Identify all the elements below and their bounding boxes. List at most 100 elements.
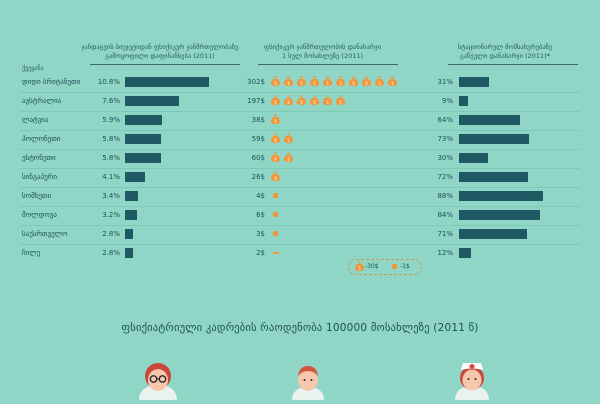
- budget-share-value: 10.8%: [97, 78, 120, 86]
- per-capita-value: 6$: [256, 211, 265, 219]
- legend: [348, 259, 422, 275]
- country-label: ავსტრალია: [22, 97, 62, 105]
- inpatient-value: 30%: [437, 154, 453, 162]
- country-label: ჩილე: [22, 249, 41, 257]
- per-capita-small-unit-icon: [273, 231, 278, 236]
- row-divider: [20, 168, 580, 169]
- inpatient-value: 71%: [437, 230, 453, 238]
- nurse-avatar: [452, 358, 492, 404]
- inpatient-bar: [459, 134, 529, 144]
- per-capita-small-unit-icon: [273, 193, 278, 198]
- inpatient-value: 9%: [441, 97, 453, 105]
- legend-money-bag-icon: $: [355, 261, 364, 271]
- per-capita-value: 60$: [251, 154, 265, 162]
- money-bag-icon: $: [362, 76, 371, 86]
- svg-text:$: $: [313, 100, 316, 105]
- svg-text:$: $: [287, 138, 290, 143]
- header-inpatient-asterisk: *: [546, 52, 551, 60]
- header-underline-3: [448, 64, 578, 65]
- svg-text:$: $: [339, 100, 342, 105]
- svg-text:$: $: [274, 81, 277, 86]
- money-bag-icon: $: [310, 95, 319, 105]
- inpatient-bar: [459, 77, 489, 87]
- money-bag-icon: $: [284, 76, 293, 86]
- country-label: სომხეთი: [22, 192, 52, 200]
- bottom-section-title: ფსიქიატრიული კადრების რაოდენობა 100000 მ…: [121, 322, 479, 334]
- budget-share-bar: [125, 153, 161, 163]
- money-bag-icon: $: [375, 76, 384, 86]
- svg-text:$: $: [274, 176, 277, 181]
- inpatient-value: 84%: [437, 211, 453, 219]
- per-capita-value: 4$: [256, 192, 265, 200]
- legend-bag-label: -30$: [365, 263, 379, 270]
- inpatient-bar: [459, 191, 543, 201]
- budget-share-value: 7.6%: [102, 97, 120, 105]
- money-bag-icon: $: [271, 133, 280, 143]
- budget-share-bar: [125, 248, 133, 258]
- header-underline-2: [258, 64, 398, 65]
- budget-share-bar: [125, 77, 209, 87]
- money-bag-icon: $: [271, 171, 280, 181]
- legend-small-unit-icon: [392, 264, 397, 269]
- svg-text:$: $: [339, 81, 342, 86]
- svg-text:$: $: [352, 81, 355, 86]
- svg-text:$: $: [274, 119, 277, 124]
- budget-share-bar: [125, 115, 162, 125]
- header-budget-share-line2: გამოყოფილი დაფინანსება (2011): [105, 52, 215, 60]
- per-capita-value: 302$: [247, 78, 265, 86]
- money-bag-icon: $: [271, 95, 280, 105]
- per-capita-value: 3$: [256, 230, 265, 238]
- per-capita-small-unit-icon: [273, 252, 279, 254]
- svg-text:$: $: [274, 100, 277, 105]
- svg-text:$: $: [274, 138, 277, 143]
- budget-share-value: 5.8%: [102, 154, 120, 162]
- budget-share-value: 3.4%: [102, 192, 120, 200]
- svg-text:$: $: [274, 157, 277, 162]
- money-bag-icon: $: [323, 76, 332, 86]
- country-label: ლატვია: [22, 116, 49, 124]
- budget-share-value: 2.8%: [102, 249, 120, 257]
- inpatient-value: 64%: [437, 116, 453, 124]
- inpatient-value: 31%: [437, 78, 453, 86]
- country-label: ესტონეთი: [22, 154, 56, 162]
- header-budget-share-line1: ჯანდაცვის ბიუჯეტიდან ფსიქიკურ ჯანმრთელობ…: [81, 43, 239, 51]
- row-divider: [20, 244, 580, 245]
- row-divider: [20, 130, 580, 131]
- budget-share-bar: [125, 134, 161, 144]
- per-capita-value: 59$: [251, 135, 265, 143]
- svg-text:$: $: [365, 81, 368, 86]
- budget-share-bar: [125, 172, 145, 182]
- budget-share-value: 5.9%: [102, 116, 120, 124]
- per-capita-value: 197$: [247, 97, 265, 105]
- money-bag-icon: $: [284, 152, 293, 162]
- svg-text:$: $: [287, 157, 290, 162]
- svg-text:$: $: [300, 81, 303, 86]
- svg-text:$: $: [313, 81, 316, 86]
- money-bag-icon: $: [336, 76, 345, 86]
- money-bag-icon: $: [271, 114, 280, 124]
- budget-share-bar: [125, 229, 133, 239]
- per-capita-value: 26$: [251, 173, 265, 181]
- inpatient-value: 88%: [437, 192, 453, 200]
- money-bag-icon: $: [388, 76, 397, 86]
- money-bag-icon: $: [271, 152, 280, 162]
- money-bag-icon: $: [310, 76, 319, 86]
- inpatient-bar: [459, 248, 471, 258]
- country-label: დიდი ბრიტანეთი: [22, 78, 81, 86]
- country-label: საქართველო: [22, 230, 68, 238]
- money-bag-icon: $: [323, 95, 332, 105]
- svg-text:$: $: [287, 81, 290, 86]
- money-bag-icon: $: [349, 76, 358, 86]
- budget-share-value: 3.2%: [102, 211, 120, 219]
- row-divider: [20, 206, 580, 207]
- svg-text:$: $: [326, 81, 329, 86]
- inpatient-value: 73%: [437, 135, 453, 143]
- money-bag-icon: $: [284, 95, 293, 105]
- header-inpatient-line2-wrap: გაწეული დანახარჯი (2011)*: [425, 52, 585, 61]
- row-divider: [20, 149, 580, 150]
- svg-text:$: $: [378, 81, 381, 86]
- header-budget-share: ჯანდაცვის ბიუჯეტიდან ფსიქიკურ ჯანმრთელობ…: [70, 43, 250, 61]
- psychiatrist-woman-glasses-avatar: [135, 360, 181, 404]
- budget-share-bar: [125, 96, 179, 106]
- psychiatrist-man-avatar: [290, 362, 326, 404]
